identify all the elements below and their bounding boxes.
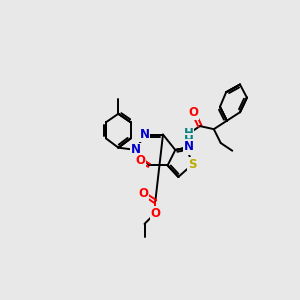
Text: O: O: [139, 187, 149, 200]
Text: O: O: [136, 154, 146, 167]
Text: H: H: [184, 134, 193, 147]
Text: N: N: [131, 143, 141, 157]
Text: N: N: [140, 128, 149, 141]
Text: O: O: [189, 106, 199, 119]
Text: O: O: [150, 207, 160, 220]
Text: N: N: [183, 141, 194, 154]
Text: H: H: [184, 127, 193, 140]
Text: S: S: [188, 158, 196, 171]
Text: N: N: [183, 140, 194, 153]
